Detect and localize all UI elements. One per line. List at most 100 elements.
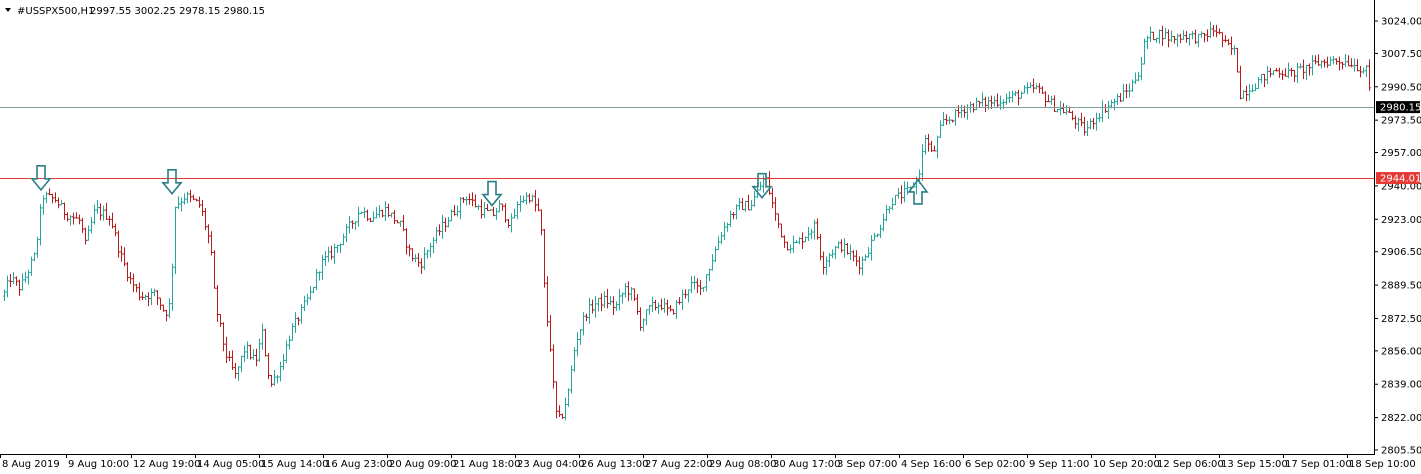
- candle: [528, 193, 531, 204]
- caret-down-icon[interactable]: [5, 8, 11, 12]
- candle: [804, 236, 807, 243]
- candle: [564, 397, 567, 421]
- candle: [1185, 31, 1188, 43]
- candle: [807, 227, 810, 241]
- candle: [1338, 56, 1341, 71]
- candle: [405, 227, 408, 255]
- x-tick-label: 12 Sep 06:00: [1157, 459, 1224, 470]
- candle: [903, 181, 906, 203]
- candle: [33, 252, 36, 262]
- candle: [1275, 67, 1278, 72]
- candle: [159, 297, 162, 311]
- candle: [1011, 90, 1014, 103]
- candle: [30, 256, 33, 276]
- candle: [399, 220, 402, 227]
- candle: [603, 291, 606, 308]
- candle: [1299, 63, 1302, 69]
- candle: [552, 344, 555, 389]
- candle: [90, 217, 93, 234]
- candle: [1251, 84, 1254, 93]
- candle: [6, 275, 9, 298]
- candle: [900, 185, 903, 204]
- candle: [378, 205, 381, 218]
- candle: [1341, 61, 1344, 70]
- candle: [99, 203, 102, 221]
- candle: [873, 232, 876, 241]
- candle: [414, 254, 417, 263]
- candle: [864, 254, 867, 262]
- horizontal-lines-layer: [0, 107, 1374, 179]
- candle: [1059, 100, 1062, 116]
- candle: [15, 276, 18, 286]
- candle: [291, 323, 294, 341]
- candle: [1119, 93, 1122, 103]
- candle: [1152, 31, 1155, 41]
- candle: [810, 228, 813, 240]
- candle: [672, 309, 675, 315]
- candle: [1080, 112, 1083, 127]
- candle: [498, 199, 501, 213]
- candle: [165, 309, 168, 322]
- candle: [1365, 64, 1368, 78]
- candle: [1236, 47, 1239, 73]
- candle: [237, 366, 240, 381]
- candle: [1218, 28, 1221, 35]
- candle: [921, 144, 924, 181]
- candle: [708, 268, 711, 282]
- candle: [24, 271, 27, 283]
- candle: [228, 351, 231, 362]
- candle: [996, 93, 999, 108]
- y-tick-label: 2906.50: [1381, 247, 1421, 258]
- candle: [600, 293, 603, 312]
- candle: [1131, 79, 1134, 92]
- candle: [255, 348, 258, 367]
- candle: [117, 230, 120, 258]
- candle: [12, 272, 15, 285]
- candle: [444, 217, 447, 232]
- candle: [777, 213, 780, 229]
- candle: [1200, 31, 1203, 38]
- candle: [417, 253, 420, 267]
- candle: [402, 214, 405, 232]
- candle: [60, 200, 63, 206]
- candle: [825, 256, 828, 276]
- candle: [801, 232, 804, 249]
- candle: [285, 340, 288, 363]
- candle: [453, 204, 456, 216]
- candle: [120, 245, 123, 262]
- candle: [1215, 24, 1218, 38]
- resistance-price-label: 2944.01: [1380, 174, 1421, 185]
- candle: [513, 208, 516, 219]
- candle: [1092, 117, 1095, 130]
- candle: [1260, 73, 1263, 84]
- candle: [717, 236, 720, 250]
- candle: [924, 134, 927, 155]
- candle: [768, 171, 771, 195]
- candle: [684, 289, 687, 299]
- candle: [792, 235, 795, 253]
- candle: [714, 246, 717, 263]
- candle: [1098, 112, 1101, 122]
- candle: [1089, 118, 1092, 130]
- candle: [789, 244, 792, 254]
- x-tick-label: 9 Sep 11:00: [1029, 459, 1089, 470]
- x-tick-label: 14 Aug 05:00: [197, 459, 264, 470]
- x-tick-label: 8 Aug 2019: [2, 459, 60, 470]
- current-price-price-label: 2980.15: [1380, 103, 1421, 114]
- candle: [1014, 90, 1017, 97]
- candle: [657, 302, 660, 315]
- candle: [1368, 59, 1371, 91]
- candle: [945, 114, 948, 125]
- candle: [798, 237, 801, 245]
- candle: [75, 212, 78, 219]
- candle: [3, 289, 6, 302]
- candle: [978, 100, 981, 108]
- candle: [543, 228, 546, 288]
- candle: [195, 198, 198, 202]
- candle: [144, 294, 147, 300]
- candle: [471, 192, 474, 207]
- candle: [1110, 99, 1113, 109]
- candle: [270, 374, 273, 387]
- candle: [495, 208, 498, 220]
